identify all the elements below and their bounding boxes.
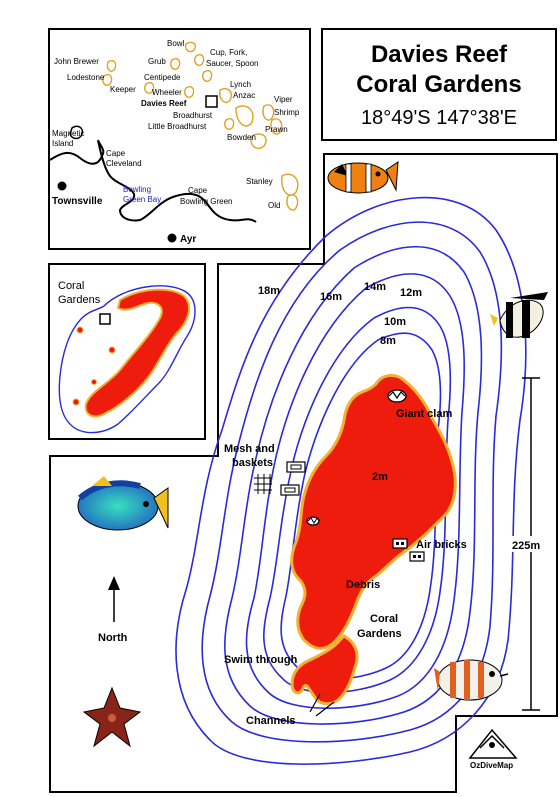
reef-inset-patch-3 [108,346,116,354]
reef-inset-rim [84,288,191,418]
reef-broadhurst: Broadhurst [173,111,213,120]
label-air-bricks: Air bricks [416,539,467,551]
title-line-1: Davies Reef [371,41,508,68]
reef-wheeler: Wheeler [152,88,182,97]
label-giant-clam: Giant clam [396,408,452,420]
label-channels: Channels [246,715,296,727]
mesh-icon [254,474,272,494]
ozdivemap-logo-icon [468,728,518,759]
reef-cfss-2: Saucer, Spoon [206,59,258,68]
reef-top [290,374,457,650]
place-ayr: Ayr [180,234,196,245]
inset-label-1: Coral [58,280,84,292]
label-debris: Debris [346,579,380,591]
title-box [321,28,557,141]
reef-stanley: Stanley [246,177,273,186]
reef-south-finger [290,634,359,706]
reef-inset-outline [58,285,196,434]
reef-shrimp: Shrimp [274,108,300,117]
reef-davies: Davies Reef [141,99,187,108]
reef-bowl: Bowl [167,39,185,48]
reef-old: Old [268,201,280,210]
coastline [49,139,257,223]
reef-prawn: Prawn [265,125,288,134]
depth-2m: 2m [372,471,388,483]
depth-10m: 10m [384,316,406,328]
reef-centipede: Centipede [144,73,181,82]
depth-12m: 12m [400,287,422,299]
place-magnetic-2: Island [52,139,73,148]
giant-clam-icon [387,389,407,403]
basket-icon-2 [280,484,300,496]
coral-gardens-marker [99,313,111,325]
reef-grub: Grub [148,57,166,66]
place-bgb-1: Bowling [123,185,151,194]
place-cbg-1: Cape [188,186,208,195]
contour-16m [201,221,503,743]
reef-inset-patch-2 [72,398,80,406]
depth-18m: 18m [258,285,280,297]
contour-8m [280,332,442,680]
starfish-illustration [82,686,142,748]
davies-reef-marker [205,95,218,108]
credit-text: OzDiveMap [470,761,513,770]
label-coral-gardens-1: Coral [370,613,398,625]
place-cbg-2: Bowling Green [180,197,232,206]
title-coords: 18°49'S 147°38'E [361,107,517,129]
reef-bowden: Bowden [227,133,256,142]
clam-icon-small [306,516,320,526]
reef-cfss-1: Cup, Fork, [210,48,247,57]
reef-little-broadhurst: Little Broadhurst [148,122,207,131]
townsville-dot [57,181,67,191]
reef-viper: Viper [274,95,293,104]
reef-keeper: Keeper [110,85,136,94]
reef-inset-patch-4 [91,379,97,385]
moorish-idol-illustration [490,292,548,338]
reef-anzac: Anzac [233,91,255,100]
place-cleveland-1: Cape [106,149,126,158]
butterflyfish-illustration [434,659,509,701]
place-townsville: Townsville [52,196,103,207]
place-bgb-2: Green Bay [123,195,161,204]
scale-label: 225m [512,540,540,552]
label-coral-gardens-2: Gardens [357,628,402,640]
depth-16m: 16m [320,291,342,303]
inset-label-2: Gardens [58,294,101,306]
reef-lynch: Lynch [230,80,251,89]
air-bricks-icon [392,538,425,562]
reef-inset-patch-1 [76,326,84,334]
ayr-dot [167,233,177,243]
contour-18m [175,196,527,765]
label-mesh-1: Mesh and [224,443,275,455]
basket-icon-1 [286,461,306,473]
channels-pointer [309,693,335,717]
title-line-2: Coral Gardens [356,71,521,98]
place-magnetic-1: Magnetic [52,129,84,138]
label-swim-through: Swim through [224,654,298,666]
label-mesh-2: baskets [232,457,273,469]
place-cleveland-2: Cleveland [106,159,142,168]
reef-john-brewer: John Brewer [54,57,99,66]
depth-14m: 14m [364,281,386,293]
north-arrow-icon [108,576,120,622]
angelfish-illustration [77,476,169,531]
depth-8m: 8m [380,335,396,347]
contour-14m [223,245,483,725]
reef-lodestone: Lodestone [67,73,105,82]
magnetic-island [69,125,84,140]
north-label: North [98,632,128,644]
region-reefs [101,41,299,211]
clownfish-illustration [327,161,399,194]
